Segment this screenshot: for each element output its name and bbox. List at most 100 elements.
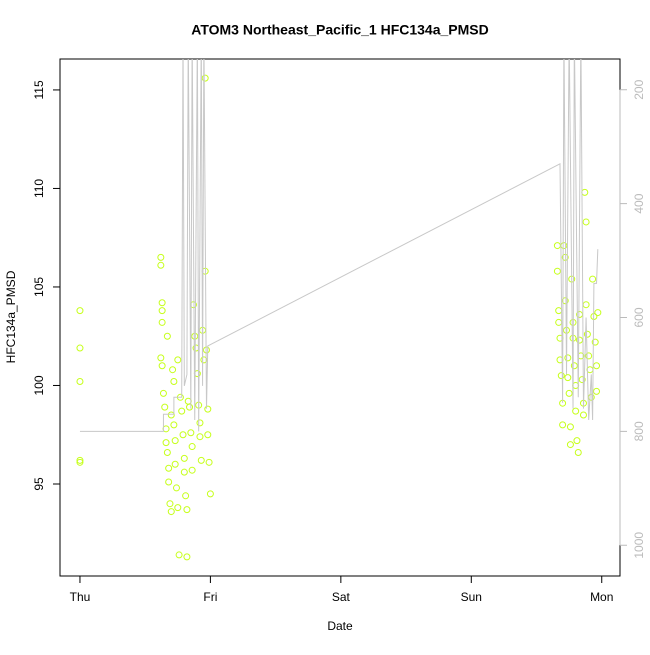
y2-tick-label: 600 <box>632 307 646 327</box>
point <box>183 506 191 514</box>
point <box>179 431 187 439</box>
y2-tick-label: 800 <box>632 421 646 441</box>
point <box>582 218 590 226</box>
point <box>593 362 601 370</box>
point <box>170 421 178 429</box>
point <box>564 374 572 382</box>
point <box>553 242 561 250</box>
point <box>594 309 602 317</box>
point <box>171 437 179 445</box>
point <box>162 425 170 433</box>
point <box>157 354 165 362</box>
point <box>158 362 166 370</box>
point <box>165 464 173 472</box>
point <box>157 261 165 269</box>
point <box>587 393 595 401</box>
y-tick-label: 100 <box>32 375 46 395</box>
point <box>593 387 601 395</box>
point <box>555 318 563 326</box>
point <box>183 553 191 561</box>
plot-area <box>76 59 602 561</box>
point <box>578 376 586 384</box>
point <box>186 403 194 411</box>
point <box>579 411 587 419</box>
point <box>76 456 84 464</box>
point <box>565 389 573 397</box>
point <box>200 356 208 364</box>
point <box>167 411 175 419</box>
point <box>178 407 186 415</box>
x-tick-label: Mon <box>590 590 613 604</box>
point <box>197 456 205 464</box>
point <box>165 478 173 486</box>
point <box>564 354 572 362</box>
x-axis-title: Date <box>327 619 353 633</box>
point <box>572 407 580 415</box>
point <box>166 500 174 508</box>
plot-frame <box>59 58 621 577</box>
point <box>175 551 183 559</box>
point <box>157 253 165 261</box>
point <box>163 332 171 340</box>
point <box>167 508 175 516</box>
point <box>573 437 581 445</box>
point <box>76 378 84 386</box>
point <box>553 267 561 275</box>
point <box>561 297 569 305</box>
x-tick-label: Fri <box>203 590 217 604</box>
point <box>583 330 591 338</box>
point <box>188 466 196 474</box>
point <box>585 352 593 360</box>
point <box>169 366 177 374</box>
point <box>559 421 567 429</box>
point <box>591 338 599 346</box>
point <box>188 443 196 451</box>
y-tick-label: 110 <box>32 179 46 198</box>
y-tick-label: 115 <box>32 80 46 99</box>
point <box>555 307 563 315</box>
y-axis-title: HFC134a_PMSD <box>4 270 18 363</box>
y-tick-label: 105 <box>32 277 46 297</box>
x-tick-label: Sat <box>332 590 351 604</box>
point <box>206 490 214 498</box>
point <box>566 423 574 431</box>
point <box>172 484 180 492</box>
point <box>159 389 167 397</box>
point <box>171 460 179 468</box>
point <box>76 307 84 315</box>
x-tick-label: Thu <box>70 590 91 604</box>
point <box>158 307 166 315</box>
point <box>196 433 204 441</box>
point <box>182 492 190 500</box>
point <box>204 431 212 439</box>
point <box>158 299 166 307</box>
point <box>170 378 178 386</box>
point <box>158 318 166 326</box>
point <box>174 504 182 512</box>
point <box>196 419 204 427</box>
point <box>566 441 574 449</box>
y2-tick-label: 200 <box>632 79 646 99</box>
point <box>589 275 597 283</box>
point <box>162 439 170 447</box>
point <box>187 429 195 437</box>
point <box>161 403 169 411</box>
point <box>570 362 578 370</box>
point <box>205 458 213 466</box>
point <box>180 454 188 462</box>
y2-tick-label: 400 <box>632 193 646 213</box>
y2-tick-label: 1000 <box>632 532 646 559</box>
point <box>191 332 199 340</box>
point <box>581 188 589 196</box>
point <box>163 448 171 456</box>
point <box>76 458 84 466</box>
chart-title: ATOM3 Northeast_Pacific_1 HFC134a_PMSD <box>191 22 488 38</box>
point <box>180 468 188 476</box>
line <box>79 59 599 432</box>
point <box>174 356 182 364</box>
point <box>574 448 582 456</box>
y-tick-label: 95 <box>32 477 46 491</box>
point <box>204 405 212 413</box>
